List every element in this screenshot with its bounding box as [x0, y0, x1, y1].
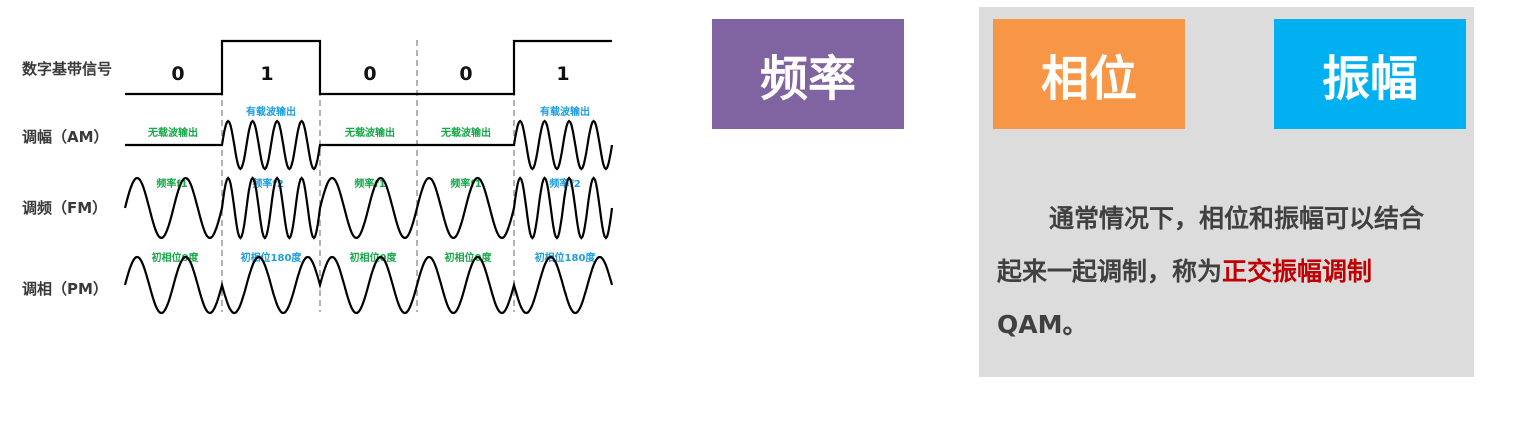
am-note: 有载波输出: [246, 105, 296, 118]
modulation-diagram: 数字基带信号 调幅（AM） 调频（FM） 调相（PM） 0 1 0 0 1 无载…: [22, 39, 614, 315]
bit-value: 0: [459, 63, 472, 85]
bit-value: 0: [171, 63, 184, 85]
am-notes: 无载波输出 有载波输出 无载波输出 无载波输出 有载波输出: [147, 105, 590, 139]
amplitude-tag-label: 振幅: [1321, 51, 1418, 107]
description-highlight: 正交振幅调制: [1222, 257, 1373, 286]
baseband-signal: [125, 39, 612, 96]
am-note: 无载波输出: [344, 126, 395, 139]
bit-value: 1: [260, 63, 273, 85]
description-text: 通常情况下，相位和振幅可以结合起来一起调制，称为: [997, 204, 1425, 286]
am-note: 无载波输出: [147, 126, 198, 139]
bit-values: 0 1 0 0 1: [171, 63, 569, 85]
amplitude-tag: 振幅: [1274, 19, 1466, 129]
am-note: 无载波输出: [440, 126, 491, 139]
pm-note: 初相位0度: [152, 251, 200, 264]
pm-note: 初相位180度: [535, 251, 597, 264]
pm-note: 初相位180度: [241, 251, 303, 264]
pm-note: 初相位0度: [350, 251, 398, 264]
am-waveform: [125, 119, 614, 171]
pm-note: 初相位0度: [445, 251, 493, 264]
bit-value: 1: [556, 63, 569, 85]
pm-waveform: [123, 255, 614, 315]
description-tail: QAM。: [997, 310, 1088, 339]
panel-description: 通常情况下，相位和振幅可以结合起来一起调制，称为正交振幅调制 QAM。: [997, 192, 1447, 351]
bit-value: 0: [363, 63, 376, 85]
fm-waveform: [123, 176, 614, 240]
row-label-fm: 调频（FM）: [22, 199, 107, 217]
row-label-baseband: 数字基带信号: [22, 60, 112, 78]
phase-tag: 相位: [993, 19, 1185, 129]
row-label-am: 调幅（AM）: [22, 128, 109, 146]
frequency-tag: 频率: [712, 19, 904, 129]
phase-tag-label: 相位: [1040, 51, 1137, 107]
frequency-tag-label: 频率: [759, 51, 856, 107]
pm-notes: 初相位0度 初相位180度 初相位0度 初相位0度 初相位180度: [152, 251, 597, 264]
row-label-pm: 调相（PM）: [22, 280, 108, 298]
am-note: 有载波输出: [540, 105, 590, 118]
